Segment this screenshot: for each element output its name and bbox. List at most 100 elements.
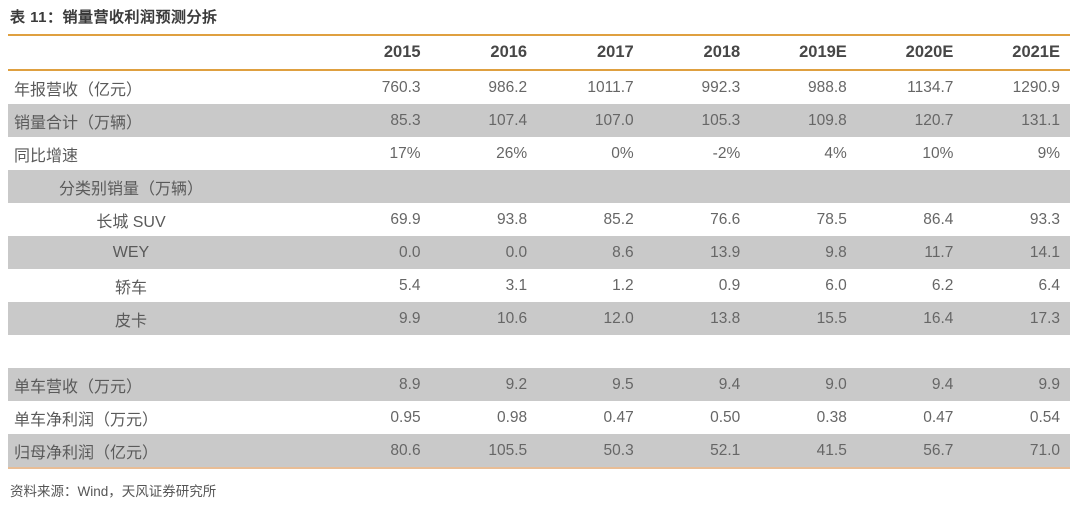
cell-value: 12.0	[603, 309, 634, 327]
row-label: 同比增速	[14, 147, 79, 165]
cell-value: 760.3	[381, 78, 421, 96]
forecast-table: 2015 2016 2017 2018 2019E 2020E 2021E 年报营收（亿元）…	[8, 36, 1070, 469]
table-row: 销量合计（万辆） 85.3 107.4 107.0 105.3 109.8 120.7 131…	[8, 104, 1070, 137]
cell-value: 93.8	[496, 210, 528, 228]
row-label: WEY	[112, 243, 150, 261]
cell-value: 986.2	[488, 78, 528, 96]
cell-value	[750, 170, 857, 203]
cell-value: 9.5	[612, 375, 634, 393]
cell-value: 13.8	[710, 309, 741, 327]
cell-value: 52.1	[710, 441, 741, 459]
cell-value: 0.47	[603, 408, 634, 426]
cell-value: 0.54	[1029, 408, 1060, 426]
cell-value: 0.98	[496, 408, 528, 426]
table-title: 表 11：销量营收利润预测分拆	[10, 9, 218, 26]
cell-value: 69.9	[390, 210, 421, 228]
row-label	[8, 335, 324, 368]
cell-value	[750, 335, 857, 368]
cell-value: 85.2	[603, 210, 634, 228]
cell-value: 26%	[496, 144, 528, 162]
cell-value: 17.3	[1029, 309, 1060, 327]
cell-value: 9.2	[505, 375, 528, 393]
title-divider	[8, 34, 1070, 36]
cell-value: 6.2	[931, 276, 954, 294]
cell-value: 85.3	[390, 111, 421, 129]
cell-value	[643, 335, 751, 368]
cell-value: 1134.7	[907, 78, 954, 96]
cell-value: 0.0	[399, 243, 421, 261]
cell-value: 17%	[389, 144, 421, 162]
cell-value: 1290.9	[1012, 78, 1060, 96]
cell-value	[431, 170, 538, 203]
cell-value: 105.5	[488, 441, 528, 459]
cell-value: 9.4	[931, 375, 954, 393]
column-header: 2018	[643, 36, 751, 71]
cell-value	[324, 170, 431, 203]
cell-value: 988.8	[808, 78, 847, 96]
cell-value: 13.9	[710, 243, 741, 261]
cell-value: 1.2	[612, 276, 634, 294]
cell-value: 78.5	[816, 210, 847, 228]
row-label: 皮卡	[114, 312, 147, 330]
cell-value: 992.3	[701, 78, 741, 96]
cell-value: 80.6	[390, 441, 421, 459]
cell-value: 9.9	[399, 309, 421, 327]
cell-value: 56.7	[923, 441, 954, 459]
cell-value: 9%	[1037, 144, 1060, 162]
row-label: 单车营收（万元）	[14, 378, 143, 396]
cell-value: 9.9	[1038, 375, 1060, 393]
row-label: 年报营收（亿元）	[14, 81, 143, 99]
table-row: 同比增速 17% 26% 0% -2% 4% 10% 9%	[8, 137, 1070, 170]
column-header: 2021E	[963, 36, 1070, 71]
cell-value: 5.4	[399, 276, 421, 294]
cell-value: 0%	[611, 144, 634, 162]
cell-value: 6.0	[825, 276, 847, 294]
cell-value	[430, 335, 538, 368]
row-label: 归母净利润（亿元）	[14, 444, 159, 462]
cell-value: 4%	[824, 144, 847, 162]
column-header: 2019E	[750, 36, 857, 71]
cell-value: 0.0	[505, 243, 528, 261]
cell-value: 0.47	[923, 408, 954, 426]
table-row: 单车净利润（万元） 0.95 0.98 0.47 0.50 0.38 0.47 0.54	[8, 401, 1070, 434]
cell-value: 8.9	[399, 375, 421, 393]
cell-value: 10.6	[496, 309, 528, 327]
source-note: 资料来源：Wind，天风证券研究所	[10, 484, 217, 499]
cell-value: 9.8	[825, 243, 847, 261]
row-label: 单车净利润（万元）	[14, 411, 159, 429]
row-label: 轿车	[114, 279, 147, 297]
table-row: 皮卡 9.9 10.6 12.0 13.8 15.5 16.4 17.3	[8, 302, 1070, 335]
cell-value	[537, 170, 644, 203]
cell-value: 9.4	[718, 375, 741, 393]
cell-value: 109.8	[808, 111, 847, 129]
table-row: 单车营收（万元） 8.9 9.2 9.5 9.4 9.0 9.4 9.9	[8, 368, 1070, 401]
cell-value: 107.4	[488, 111, 528, 129]
cell-value: 11.7	[924, 243, 954, 261]
row-label: 销量合计（万辆）	[14, 114, 143, 132]
cell-value	[856, 335, 964, 368]
cell-value: 16.4	[923, 309, 954, 327]
cell-value: 93.3	[1029, 210, 1060, 228]
cell-value	[537, 335, 644, 368]
table-body: 年报营收（亿元） 760.3 986.2 1011.7 992.3 988.8 1134.7…	[8, 70, 1070, 468]
cell-value: 3.1	[505, 276, 528, 294]
cell-value: 15.5	[816, 309, 847, 327]
cell-value: 50.3	[603, 441, 634, 459]
cell-value: 131.1	[1021, 111, 1060, 129]
table-row: WEY 0.0 0.0 8.6 13.9 9.8 11.7 14.1	[8, 236, 1070, 269]
header-row: 2015 2016 2017 2018 2019E 2020E 2021E	[8, 36, 1070, 71]
spacer-row	[8, 335, 1070, 368]
table-row: 长城 SUV 69.9 93.8 85.2 76.6 78.5 86.4 93.3	[8, 203, 1070, 236]
cell-value: 107.0	[594, 111, 634, 129]
cell-value: -2%	[712, 144, 741, 162]
cell-value	[857, 170, 964, 203]
column-header: 2015	[324, 36, 431, 71]
cell-value: 41.5	[816, 441, 847, 459]
cell-value: 0.95	[390, 408, 421, 426]
column-header: 2016	[430, 36, 538, 71]
cell-value: 14.1	[1029, 243, 1060, 261]
cell-value: 6.4	[1038, 276, 1060, 294]
cell-value	[644, 170, 751, 203]
cell-value: 1011.7	[587, 78, 634, 96]
